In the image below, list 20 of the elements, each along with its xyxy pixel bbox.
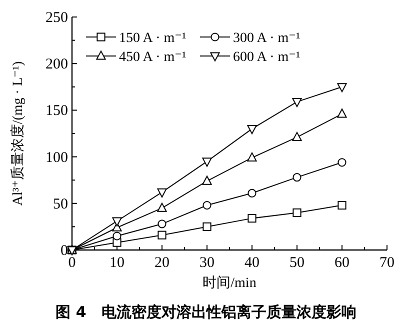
x-tick-label: 20 — [154, 255, 170, 271]
y-tick-label: 50 — [53, 196, 68, 212]
y-tick-label: 100 — [46, 150, 68, 166]
x-axis-title: 时间/min — [202, 275, 256, 291]
y-tick-label: 250 — [46, 10, 68, 26]
y-tick-label: 150 — [46, 103, 68, 120]
x-tick-label: 60 — [334, 255, 350, 271]
x-tick-label: 40 — [244, 255, 260, 271]
legend-label: 300 A · m⁻¹ — [233, 31, 300, 46]
text: 图 4 电流密度对溶出性铝离子质量浓度影响 — [56, 303, 356, 321]
y-tick-label: 0 — [60, 243, 68, 259]
x-tick-label: 70 — [380, 255, 394, 271]
legend-label: 600 A · m⁻¹ — [233, 50, 300, 65]
x-tick-label: 10 — [110, 255, 124, 271]
y-axis-title: Al³⁺质量浓度/(mg · L⁻¹) — [10, 60, 26, 206]
x-tick-label: 30 — [200, 255, 214, 271]
legend-label: 150 A · m⁻¹ — [119, 31, 186, 46]
legend-label: 450 A · m⁻¹ — [119, 50, 186, 65]
x-tick-label: 50 — [290, 255, 304, 271]
y-tick-label: 200 — [46, 56, 68, 73]
